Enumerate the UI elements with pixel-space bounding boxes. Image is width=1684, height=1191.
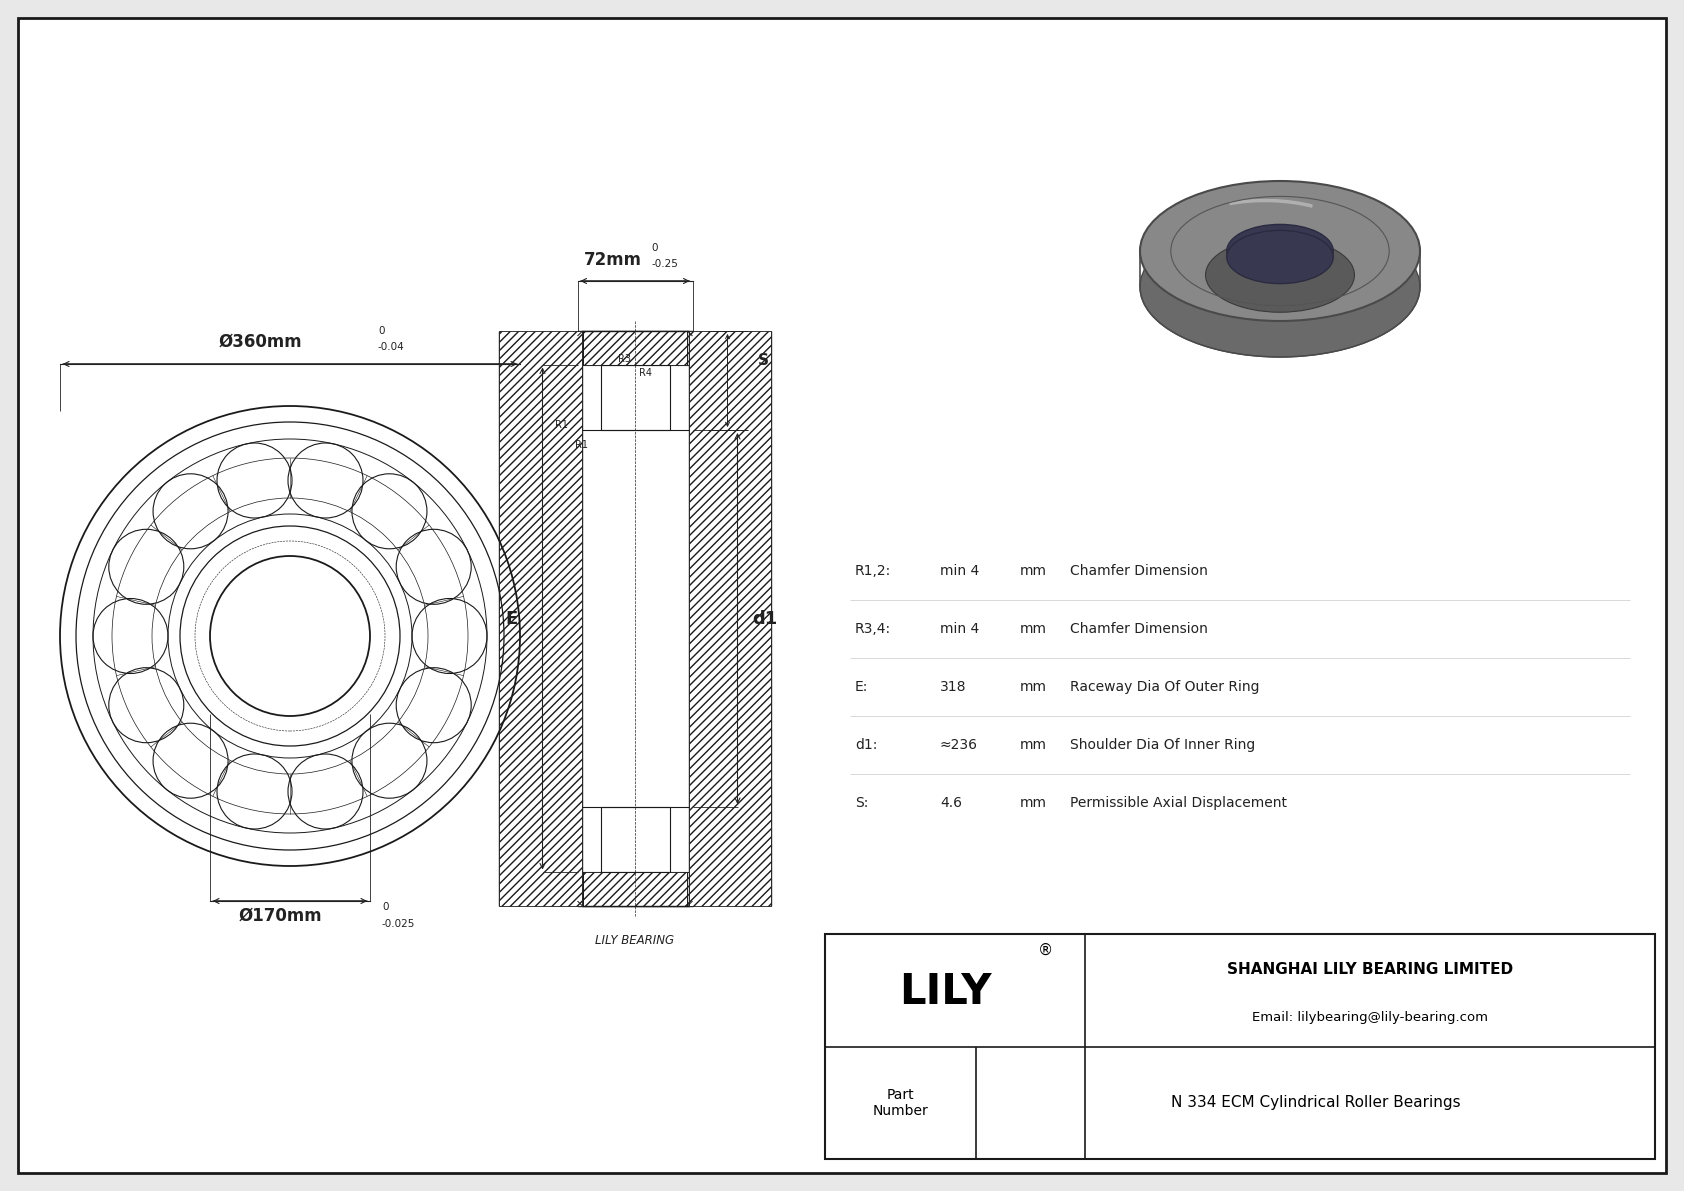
- Text: E: E: [505, 610, 517, 628]
- Text: 318: 318: [940, 680, 967, 694]
- Text: 0: 0: [652, 243, 657, 252]
- Text: LILY BEARING: LILY BEARING: [596, 934, 675, 947]
- Text: Ø170mm: Ø170mm: [237, 908, 322, 925]
- Text: ≈236: ≈236: [940, 738, 978, 752]
- Text: -0.25: -0.25: [652, 258, 679, 269]
- Bar: [689, 331, 771, 906]
- Text: Chamfer Dimension: Chamfer Dimension: [1069, 622, 1207, 636]
- Text: Part
Number: Part Number: [872, 1087, 928, 1118]
- Ellipse shape: [1228, 224, 1334, 278]
- Text: SHANGHAI LILY BEARING LIMITED: SHANGHAI LILY BEARING LIMITED: [1228, 962, 1512, 978]
- Text: Shoulder Dia Of Inner Ring: Shoulder Dia Of Inner Ring: [1069, 738, 1255, 752]
- Text: mm: mm: [1021, 738, 1047, 752]
- Text: N 334 ECM Cylindrical Roller Bearings: N 334 ECM Cylindrical Roller Bearings: [1170, 1096, 1460, 1110]
- Ellipse shape: [1228, 230, 1334, 283]
- Bar: [498, 331, 581, 906]
- Text: mm: mm: [1021, 796, 1047, 810]
- Text: S: S: [758, 353, 768, 368]
- Text: R1: R1: [576, 439, 588, 450]
- Text: Chamfer Dimension: Chamfer Dimension: [1069, 565, 1207, 578]
- Ellipse shape: [1206, 238, 1354, 312]
- Text: Permissible Axial Displacement: Permissible Axial Displacement: [1069, 796, 1287, 810]
- Text: d1: d1: [753, 610, 778, 628]
- Text: R1,2:: R1,2:: [855, 565, 891, 578]
- Text: R3,4:: R3,4:: [855, 622, 891, 636]
- Text: R1: R1: [554, 420, 568, 430]
- Ellipse shape: [1140, 181, 1420, 322]
- Text: R4: R4: [638, 368, 652, 378]
- Bar: [578, 331, 692, 364]
- Bar: [825, 934, 1655, 1159]
- Text: LILY: LILY: [899, 972, 992, 1014]
- Text: d1:: d1:: [855, 738, 877, 752]
- Text: mm: mm: [1021, 565, 1047, 578]
- Text: 72mm: 72mm: [584, 251, 642, 269]
- Text: 0: 0: [377, 326, 384, 336]
- Text: Ø360mm: Ø360mm: [219, 333, 301, 351]
- Bar: [601, 807, 670, 873]
- Bar: [601, 364, 670, 430]
- Text: mm: mm: [1021, 680, 1047, 694]
- Text: min 4: min 4: [940, 622, 980, 636]
- Text: 0: 0: [382, 902, 389, 912]
- Text: mm: mm: [1021, 622, 1047, 636]
- Ellipse shape: [1140, 217, 1420, 357]
- Text: Raceway Dia Of Outer Ring: Raceway Dia Of Outer Ring: [1069, 680, 1260, 694]
- Text: E:: E:: [855, 680, 869, 694]
- Text: Email: lilybearing@lily-bearing.com: Email: lilybearing@lily-bearing.com: [1251, 1011, 1489, 1024]
- Text: R3: R3: [618, 354, 632, 364]
- Bar: [578, 873, 692, 906]
- Text: min 4: min 4: [940, 565, 980, 578]
- Text: ®: ®: [1037, 943, 1052, 958]
- Text: 4.6: 4.6: [940, 796, 962, 810]
- Text: S:: S:: [855, 796, 869, 810]
- Text: -0.04: -0.04: [377, 342, 404, 353]
- Text: -0.025: -0.025: [382, 919, 416, 929]
